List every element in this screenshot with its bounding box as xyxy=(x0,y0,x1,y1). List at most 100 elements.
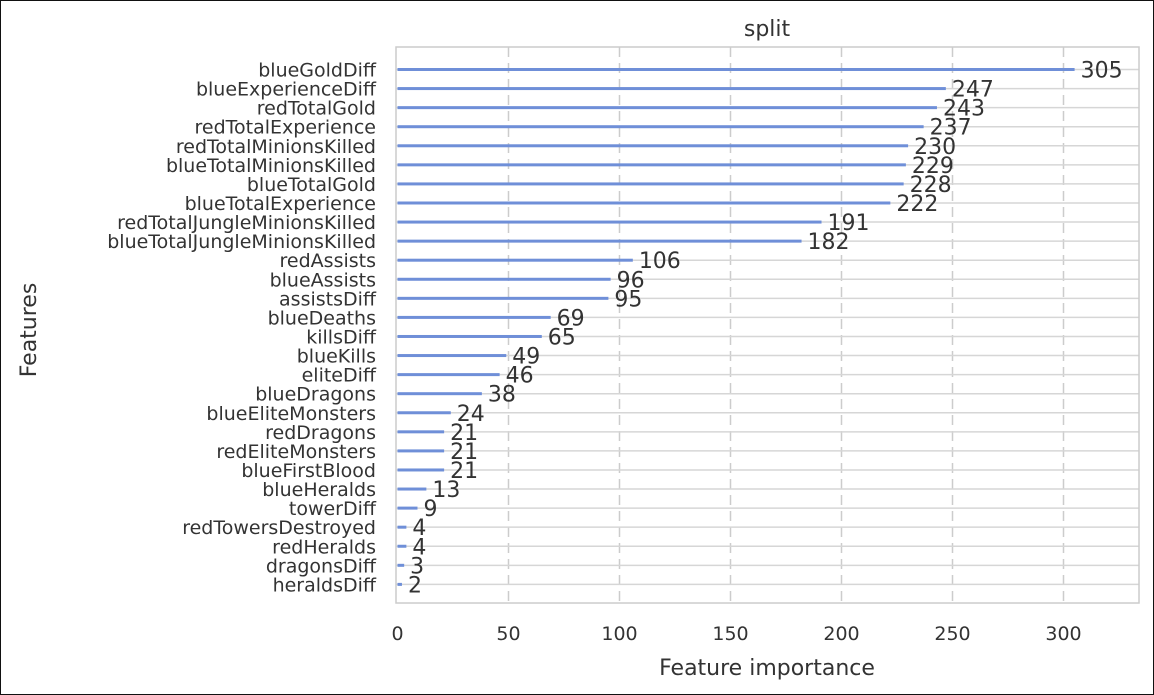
bar xyxy=(397,182,904,186)
bars-layer xyxy=(397,68,1075,586)
bar xyxy=(397,144,909,148)
bar xyxy=(397,201,891,205)
feature-label: redTotalGold xyxy=(257,98,376,120)
bar xyxy=(397,258,633,262)
feature-label: blueTotalGold xyxy=(247,174,376,196)
value-label: 106 xyxy=(639,249,681,274)
feature-label: blueDragons xyxy=(255,384,376,406)
feature-label: blueFirstBlood xyxy=(241,460,376,482)
feature-label: redDragons xyxy=(265,422,376,444)
x-axis-title: Feature importance xyxy=(659,656,875,681)
value-label: 222 xyxy=(896,192,938,217)
y-axis-title: Features xyxy=(17,283,42,378)
bar xyxy=(397,468,445,472)
feature-label: blueAssists xyxy=(270,269,376,291)
value-label: 3 xyxy=(410,554,424,579)
feature-label: assistsDiff xyxy=(279,288,377,310)
bar xyxy=(397,315,551,319)
feature-label: redTotalJungleMinionsKilled xyxy=(117,212,376,234)
feature-label: heraldsDiff xyxy=(273,574,377,596)
value-label: 243 xyxy=(943,97,985,122)
value-label: 95 xyxy=(614,287,642,312)
feature-label: dragonsDiff xyxy=(266,555,377,577)
feature-label: towerDiff xyxy=(289,498,377,520)
value-label: 2 xyxy=(408,573,422,598)
value-label: 13 xyxy=(432,478,460,503)
bar xyxy=(397,582,402,586)
value-label: 21 xyxy=(450,421,478,446)
value-label: 49 xyxy=(512,345,540,370)
bar xyxy=(397,449,445,453)
feature-label: blueKills xyxy=(297,346,376,368)
bar xyxy=(397,68,1075,71)
feature-label: eliteDiff xyxy=(302,365,377,387)
value-label: 4 xyxy=(412,516,426,541)
feature-label: killsDiff xyxy=(306,326,377,348)
bar xyxy=(397,334,542,338)
value-label: 21 xyxy=(450,459,478,484)
x-ticks: 0 50 100 150 200 250 300 xyxy=(391,623,1081,645)
value-label: 69 xyxy=(557,306,585,331)
value-label: 38 xyxy=(488,383,516,408)
feature-label: blueHeralds xyxy=(262,479,376,501)
feature-label: redAssists xyxy=(280,250,376,272)
feature-label: redTowersDestroyed xyxy=(182,517,376,539)
value-label: 237 xyxy=(930,116,972,141)
value-label: 191 xyxy=(828,211,870,236)
value-label: 21 xyxy=(450,440,478,465)
plot-area xyxy=(395,46,1140,604)
feature-label: redTotalMinionsKilled xyxy=(176,136,376,158)
bar xyxy=(397,354,507,358)
x-tick-label: 300 xyxy=(1045,623,1081,645)
value-label: 65 xyxy=(548,325,576,350)
grid-layer xyxy=(396,47,1139,603)
value-label: 96 xyxy=(617,268,645,293)
value-label: 228 xyxy=(910,173,952,198)
feature-label: blueGoldDiff xyxy=(258,60,377,82)
value-label: 9 xyxy=(423,497,437,522)
bar xyxy=(397,544,407,548)
value-label: 182 xyxy=(808,230,850,255)
value-label: 46 xyxy=(506,364,534,389)
bar xyxy=(397,239,802,243)
bar xyxy=(397,506,418,510)
bar xyxy=(397,392,482,396)
bar xyxy=(397,106,937,110)
bar xyxy=(397,487,427,491)
feature-label: blueTotalJungleMinionsKilled xyxy=(107,231,376,253)
bar xyxy=(397,411,451,415)
feature-label: redHeralds xyxy=(272,536,376,558)
feature-label: blueEliteMonsters xyxy=(206,403,376,425)
value-label: 247 xyxy=(952,78,994,103)
bar xyxy=(397,220,822,224)
feature-label: redEliteMonsters xyxy=(216,441,376,463)
bar xyxy=(397,373,500,377)
chart-title: split xyxy=(744,17,791,42)
bar xyxy=(397,563,405,567)
x-tick-label: 50 xyxy=(496,623,520,645)
bar xyxy=(397,125,924,129)
value-label: 4 xyxy=(412,535,426,560)
bar xyxy=(397,87,946,91)
bar xyxy=(397,296,609,300)
x-tick-label: 250 xyxy=(934,623,970,645)
labels-layer: blueGoldDiff 305 blueExperienceDiff 247 redT… xyxy=(107,59,1122,599)
value-label: 305 xyxy=(1081,59,1123,84)
feature-label: blueTotalMinionsKilled xyxy=(166,155,376,177)
bar xyxy=(397,430,445,434)
x-tick-label: 150 xyxy=(712,623,748,645)
x-tick-label: 100 xyxy=(601,623,637,645)
x-tick-label: 200 xyxy=(823,623,859,645)
feature-label: blueExperienceDiff xyxy=(196,79,377,101)
feature-label: blueTotalExperience xyxy=(185,193,376,215)
feature-label: blueDeaths xyxy=(268,307,376,329)
value-label: 230 xyxy=(914,135,956,160)
value-label: 229 xyxy=(912,154,954,179)
bar xyxy=(397,277,611,281)
bar xyxy=(397,525,407,529)
feature-label: redTotalExperience xyxy=(195,117,376,139)
x-tick-label: 0 xyxy=(391,623,403,645)
bar xyxy=(397,163,906,167)
